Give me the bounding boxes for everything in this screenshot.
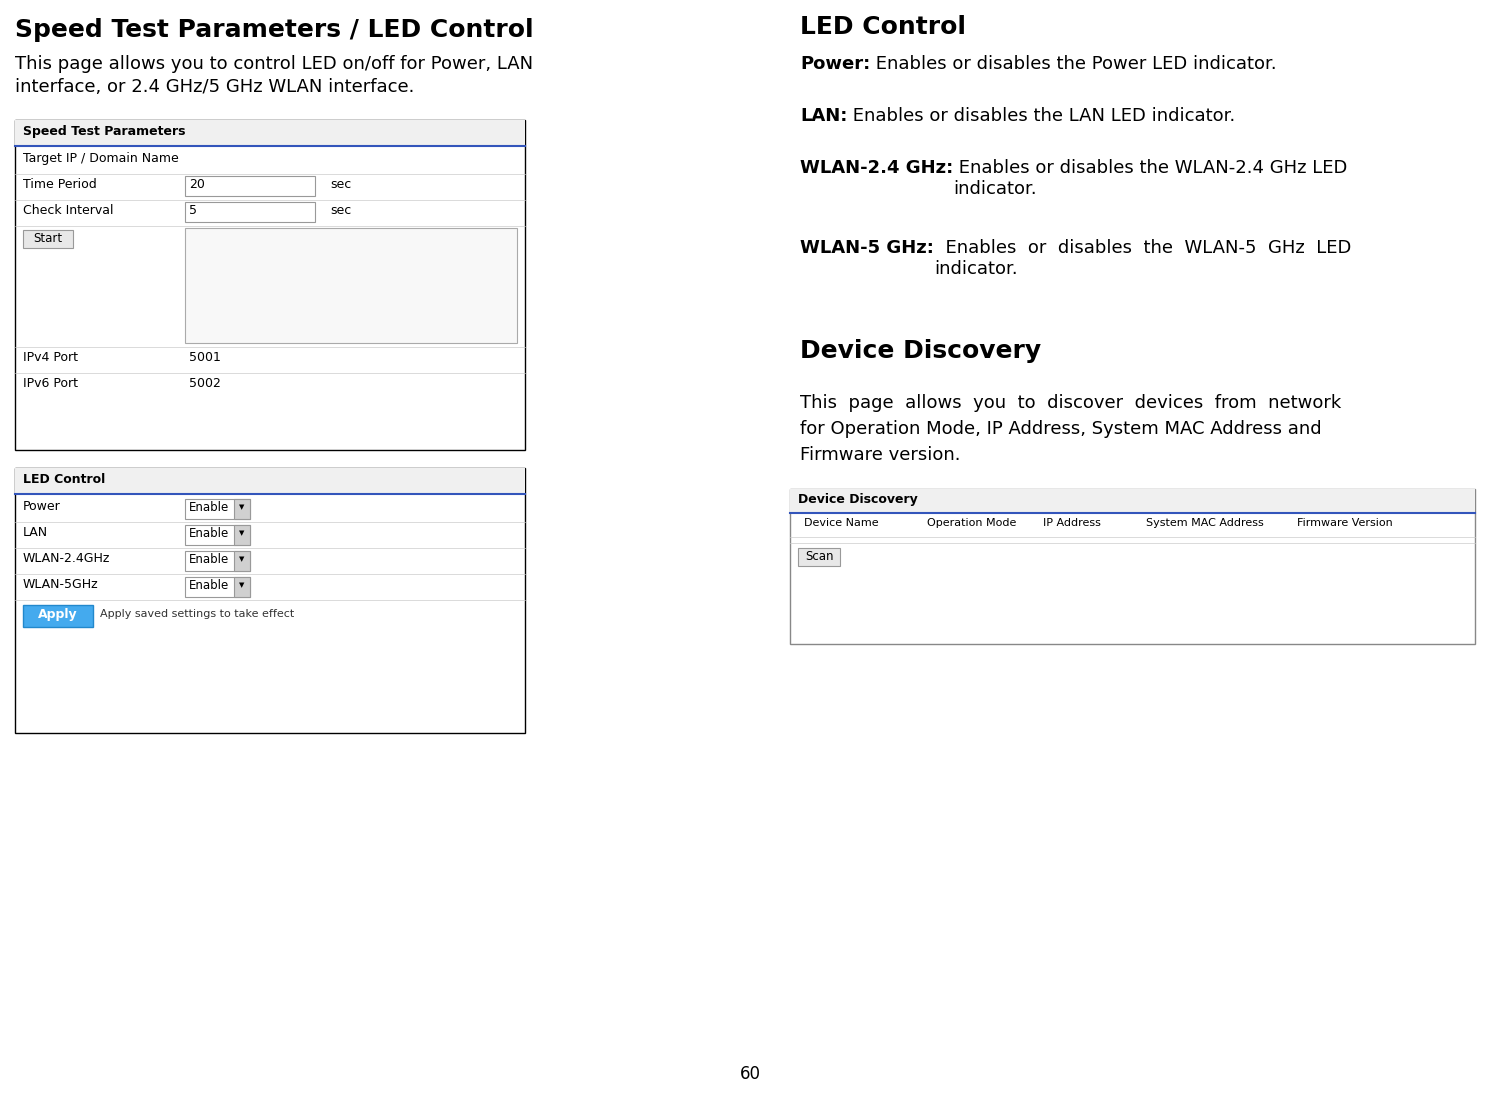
Text: Enable: Enable (189, 579, 230, 592)
Text: This page allows you to control LED on/off for Power, LAN: This page allows you to control LED on/o… (15, 55, 533, 73)
Text: Enables or disables the WLAN-2.4 GHz LED
indicator.: Enables or disables the WLAN-2.4 GHz LED… (953, 159, 1348, 197)
Text: Enables or disables the LAN LED indicator.: Enables or disables the LAN LED indicato… (848, 107, 1235, 125)
Bar (790, 489, 1475, 513)
Bar (234, 576, 251, 597)
Text: LAN:: LAN: (800, 107, 848, 125)
Text: Enable: Enable (189, 553, 230, 566)
Text: Operation Mode: Operation Mode (928, 518, 1016, 528)
Bar (185, 551, 251, 571)
Text: Target IP / Domain Name: Target IP / Domain Name (23, 152, 179, 165)
Text: 60: 60 (740, 1065, 761, 1083)
Text: IP Address: IP Address (1043, 518, 1102, 528)
Bar (15, 468, 525, 733)
Text: This  page  allows  you  to  discover  devices  from  network: This page allows you to discover devices… (800, 393, 1342, 412)
Text: ▼: ▼ (239, 504, 245, 510)
Bar (15, 119, 525, 146)
Text: Time Period: Time Period (23, 178, 96, 191)
Bar (185, 202, 315, 222)
Text: WLAN-5 GHz:: WLAN-5 GHz: (800, 239, 934, 256)
Text: Speed Test Parameters: Speed Test Parameters (23, 125, 186, 138)
Bar (185, 228, 516, 343)
Text: IPv6 Port: IPv6 Port (23, 377, 78, 390)
Text: Enable: Enable (189, 527, 230, 540)
Bar (185, 576, 251, 597)
Text: for Operation Mode, IP Address, System MAC Address and: for Operation Mode, IP Address, System M… (800, 420, 1321, 438)
Text: sec: sec (330, 204, 351, 217)
Text: Enable: Enable (189, 501, 230, 514)
Text: Device Name: Device Name (803, 518, 878, 528)
Bar (23, 230, 74, 248)
Text: Power:: Power: (800, 55, 871, 73)
Text: Start: Start (33, 232, 63, 246)
Text: Apply: Apply (38, 608, 78, 621)
Bar (185, 176, 315, 196)
Text: IPv4 Port: IPv4 Port (23, 351, 78, 364)
Bar (234, 525, 251, 545)
Text: ▼: ▼ (239, 582, 245, 587)
Text: 5001: 5001 (189, 351, 221, 364)
Bar (23, 605, 93, 627)
Text: Power: Power (23, 500, 60, 513)
Text: Check Interval: Check Interval (23, 204, 114, 217)
Text: Firmware Version: Firmware Version (1297, 518, 1393, 528)
Text: WLAN-2.4GHz: WLAN-2.4GHz (23, 552, 111, 566)
Bar (799, 548, 841, 566)
Text: WLAN-2.4 GHz:: WLAN-2.4 GHz: (800, 159, 953, 176)
Text: Enables or disables the Power LED indicator.: Enables or disables the Power LED indica… (871, 55, 1277, 73)
Text: Firmware version.: Firmware version. (800, 446, 961, 464)
Text: Enables  or  disables  the  WLAN-5  GHz  LED
indicator.: Enables or disables the WLAN-5 GHz LED i… (934, 239, 1351, 277)
Text: System MAC Address: System MAC Address (1147, 518, 1264, 528)
Text: LED Control: LED Control (800, 15, 967, 39)
Bar (234, 551, 251, 571)
Bar (185, 525, 251, 545)
Bar (234, 499, 251, 520)
Text: Device Discovery: Device Discovery (800, 339, 1042, 363)
Text: ▼: ▼ (239, 556, 245, 562)
Text: Apply saved settings to take effect: Apply saved settings to take effect (101, 609, 294, 619)
Text: 20: 20 (189, 178, 204, 191)
Text: Scan: Scan (805, 550, 833, 563)
Text: interface, or 2.4 GHz/5 GHz WLAN interface.: interface, or 2.4 GHz/5 GHz WLAN interfa… (15, 78, 414, 96)
Text: WLAN-5GHz: WLAN-5GHz (23, 578, 99, 591)
Text: ▼: ▼ (239, 530, 245, 536)
Bar (15, 119, 525, 450)
Bar (15, 468, 525, 494)
Text: Speed Test Parameters / LED Control: Speed Test Parameters / LED Control (15, 18, 534, 42)
Text: LAN: LAN (23, 526, 48, 539)
Text: 5: 5 (189, 204, 197, 217)
Text: sec: sec (330, 178, 351, 191)
Text: 5002: 5002 (189, 377, 221, 390)
Bar (790, 489, 1475, 644)
Text: Device Discovery: Device Discovery (799, 493, 917, 506)
Bar (185, 499, 251, 520)
Text: ..: .. (507, 339, 512, 345)
Text: LED Control: LED Control (23, 473, 105, 486)
